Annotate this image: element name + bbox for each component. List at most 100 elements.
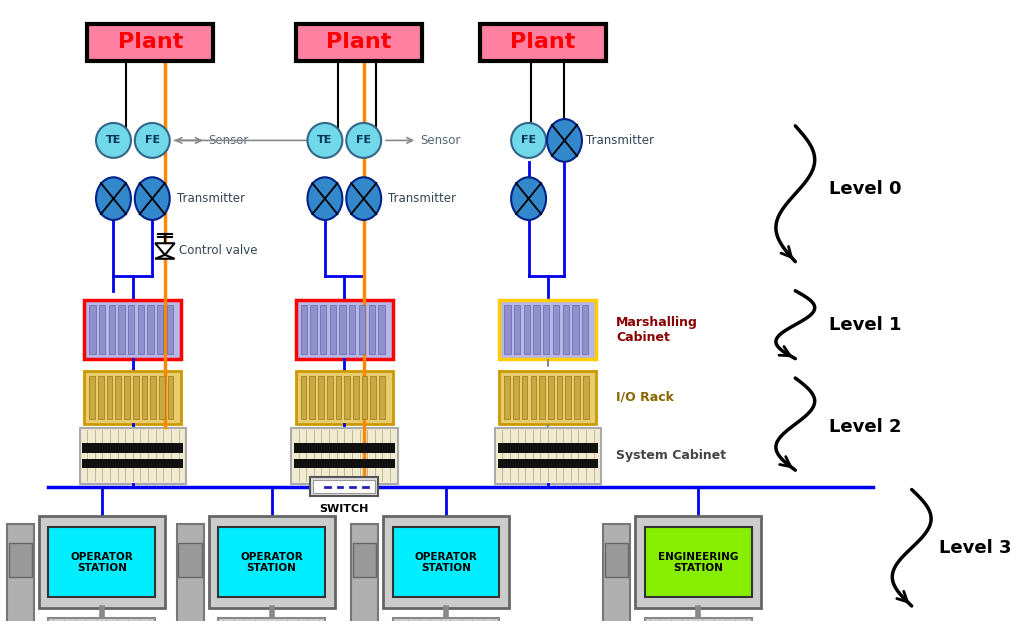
Text: TE: TE [317,135,332,146]
Text: Marshalling
Cabinet: Marshalling Cabinet [615,316,698,343]
Text: FE: FE [521,135,536,146]
FancyBboxPatch shape [296,301,392,358]
Polygon shape [155,243,174,255]
Ellipse shape [346,123,381,158]
Ellipse shape [89,623,106,630]
Bar [132,375,139,419]
Bar [109,306,115,354]
Text: TE: TE [106,135,121,146]
Bar [562,306,569,354]
Bar [362,375,368,419]
FancyBboxPatch shape [176,524,204,630]
FancyBboxPatch shape [499,301,596,358]
Bar [115,375,121,419]
FancyBboxPatch shape [39,516,165,609]
Bar [118,306,124,354]
Ellipse shape [433,623,450,630]
Text: SWITCH: SWITCH [320,504,369,514]
Bar [107,375,112,419]
FancyBboxPatch shape [392,618,499,630]
Bar [533,306,540,354]
FancyBboxPatch shape [291,428,397,484]
Bar [543,306,549,354]
FancyBboxPatch shape [85,301,181,358]
FancyBboxPatch shape [635,516,761,609]
FancyBboxPatch shape [88,24,213,61]
Bar [124,375,129,419]
Bar [369,306,375,354]
FancyBboxPatch shape [383,516,510,609]
Ellipse shape [96,123,130,158]
Bar [167,306,173,354]
Ellipse shape [547,119,582,162]
FancyBboxPatch shape [645,618,752,630]
Bar [142,375,148,419]
Text: Level 2: Level 2 [829,418,902,435]
Bar [379,375,385,419]
FancyBboxPatch shape [353,543,376,577]
Bar [566,375,571,419]
Ellipse shape [96,177,130,220]
Bar [339,306,345,354]
Bar [522,375,528,419]
Bar [350,306,356,354]
Text: Transmitter: Transmitter [176,192,245,205]
Ellipse shape [512,123,546,158]
FancyBboxPatch shape [296,24,422,61]
Bar [310,375,315,419]
Text: Sensor: Sensor [209,134,249,147]
Bar [497,459,598,468]
FancyBboxPatch shape [79,428,186,484]
Bar [318,375,324,419]
Bar [353,375,359,419]
Bar [330,306,336,354]
Bar [497,443,598,453]
Bar [128,306,135,354]
Text: FE: FE [145,135,160,146]
Bar [539,375,545,419]
FancyBboxPatch shape [7,524,34,630]
Text: Sensor: Sensor [420,134,461,147]
Text: Level 3: Level 3 [938,539,1011,557]
Bar [359,306,365,354]
Bar [514,306,521,354]
Ellipse shape [135,177,170,220]
Bar [335,375,341,419]
FancyBboxPatch shape [218,618,325,630]
Bar [301,375,307,419]
Bar [524,306,530,354]
Bar [148,306,154,354]
FancyBboxPatch shape [499,371,596,424]
Bar [582,306,588,354]
Bar [90,375,95,419]
Bar [531,375,536,419]
Bar [327,375,332,419]
FancyBboxPatch shape [209,516,334,609]
FancyBboxPatch shape [645,527,752,597]
Bar [504,306,511,354]
FancyBboxPatch shape [392,527,499,597]
FancyBboxPatch shape [296,371,392,424]
Bar [553,306,559,354]
FancyBboxPatch shape [605,543,629,577]
Text: OPERATOR
STATION: OPERATOR STATION [240,551,303,573]
Ellipse shape [258,623,275,630]
Text: Transmitter: Transmitter [388,192,455,205]
Ellipse shape [308,177,342,220]
Bar [556,375,562,419]
Text: Control valve: Control valve [179,244,258,258]
FancyBboxPatch shape [9,543,32,577]
Text: Plant: Plant [511,33,576,52]
Text: I/O Rack: I/O Rack [615,391,674,404]
Bar [159,375,165,419]
Bar [574,375,580,419]
FancyBboxPatch shape [480,24,606,61]
Bar [504,375,511,419]
Ellipse shape [512,177,546,220]
Bar [138,306,144,354]
Ellipse shape [308,123,342,158]
FancyBboxPatch shape [85,371,181,424]
Bar [168,375,173,419]
Ellipse shape [685,623,702,630]
Bar [514,375,519,419]
